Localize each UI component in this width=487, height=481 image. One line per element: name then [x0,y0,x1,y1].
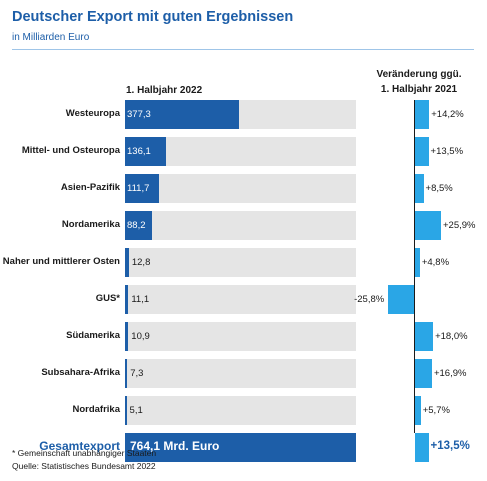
export-bar-gesamtexport [125,433,356,462]
export-bar-südamerika [125,322,129,351]
column-header-change-line2: 1. Halbjahr 2021 [380,84,458,95]
bar-background-nordafrika [125,396,356,425]
change-bar-gesamtexport [415,433,429,462]
row-label-westeuropa: Westeuropa [65,108,120,119]
export-bar-westeuropa [125,100,240,129]
change-axis-line [414,100,415,433]
change-value-mittel-und-osteuropa: +13,5% [430,146,464,157]
bar-background-nordamerika [125,211,356,240]
column-header-change-line1: Veränderung ggü. [376,69,462,80]
change-value-gus: -25,8% [354,294,385,305]
change-value-naher-und-mittlerer-osten: +4,8% [421,257,450,268]
export-bar-nordafrika [125,396,127,425]
change-bar-nordafrika [415,396,421,425]
row-label-mittel-und-osteuropa: Mittel- und Osteuropa [21,145,120,156]
row-label-asien-pazifik: Asien-Pazifik [60,182,120,193]
row-label-nordamerika: Nordamerika [61,219,120,230]
bar-background-subsahara-afrika [125,359,356,388]
bar-background-naher-und-mittlerer-osten [125,248,356,277]
change-value-subsahara-afrika: +16,9% [433,368,467,379]
change-value-südamerika: +18,0% [435,331,468,342]
bar-background-südamerika [125,322,356,351]
export-value-asien-pazifik: 111,7 [127,183,150,194]
row-label-gus: GUS* [95,293,120,304]
bar-background-asien-pazifik [125,174,356,203]
export-bar-naher-und-mittlerer-osten [125,248,129,277]
row-label-gesamtexport: Gesamtexport [39,439,120,453]
column-header-export: 1. Halbjahr 2022 [126,85,203,96]
footnote-source: Quelle: Statistisches Bundesamt 2022 [12,461,156,471]
change-bar-nordamerika [415,211,441,240]
change-value-gesamtexport: +13,5% [430,440,470,452]
export-bar-subsahara-afrika [125,359,128,388]
export-value-nordamerika: 88,2 [127,220,146,231]
change-value-asien-pazifik: +8,5% [425,183,453,194]
export-bar-gus [125,285,129,314]
change-bar-subsahara-afrika [415,359,432,388]
bar-background-gus [125,285,356,314]
export-value-gesamtexport: 764,1 Mrd. Euro [130,439,220,453]
change-bar-mittel-und-osteuropa [415,137,429,166]
chart-subtitle: in Milliarden Euro [12,32,90,43]
export-value-naher-und-mittlerer-osten: 12,8 [131,257,151,268]
row-label-nordafrika: Nordafrika [72,404,120,415]
change-value-nordafrika: +5,7% [422,405,450,416]
export-value-nordafrika: 5,1 [129,405,143,416]
export-bar-mittel-und-osteuropa [125,137,167,166]
export-value-subsahara-afrika: 7,3 [130,368,144,379]
row-label-südamerika: Südamerika [66,330,120,341]
change-bar-gus [388,285,414,314]
title-divider [12,49,474,50]
change-value-westeuropa: +14,2% [431,109,464,120]
column-header-change: Veränderung ggü. 1. Halbjahr 2021 [364,67,474,97]
footnote-gus: * Gemeinschaft unabhängiger Staaten [12,448,157,458]
change-bar-asien-pazifik [415,174,424,203]
export-value-westeuropa: 377,3 [127,109,151,120]
change-bar-naher-und-mittlerer-osten [415,248,420,277]
change-bar-südamerika [415,322,434,351]
row-label-naher-und-mittlerer-osten: Naher und mittlerer Osten [2,256,120,267]
change-bar-westeuropa [415,100,430,129]
export-value-gus: 11,1 [131,294,150,305]
change-value-nordamerika: +25,9% [443,220,476,231]
export-value-südamerika: 10,9 [131,331,150,342]
row-label-subsahara-afrika: Subsahara-Afrika [41,367,120,378]
export-bar-nordamerika [125,211,152,240]
export-bar-asien-pazifik [125,174,159,203]
chart-title: Deutscher Export mit guten Ergebnissen [12,9,294,25]
export-value-mittel-und-osteuropa: 136,1 [127,146,151,157]
